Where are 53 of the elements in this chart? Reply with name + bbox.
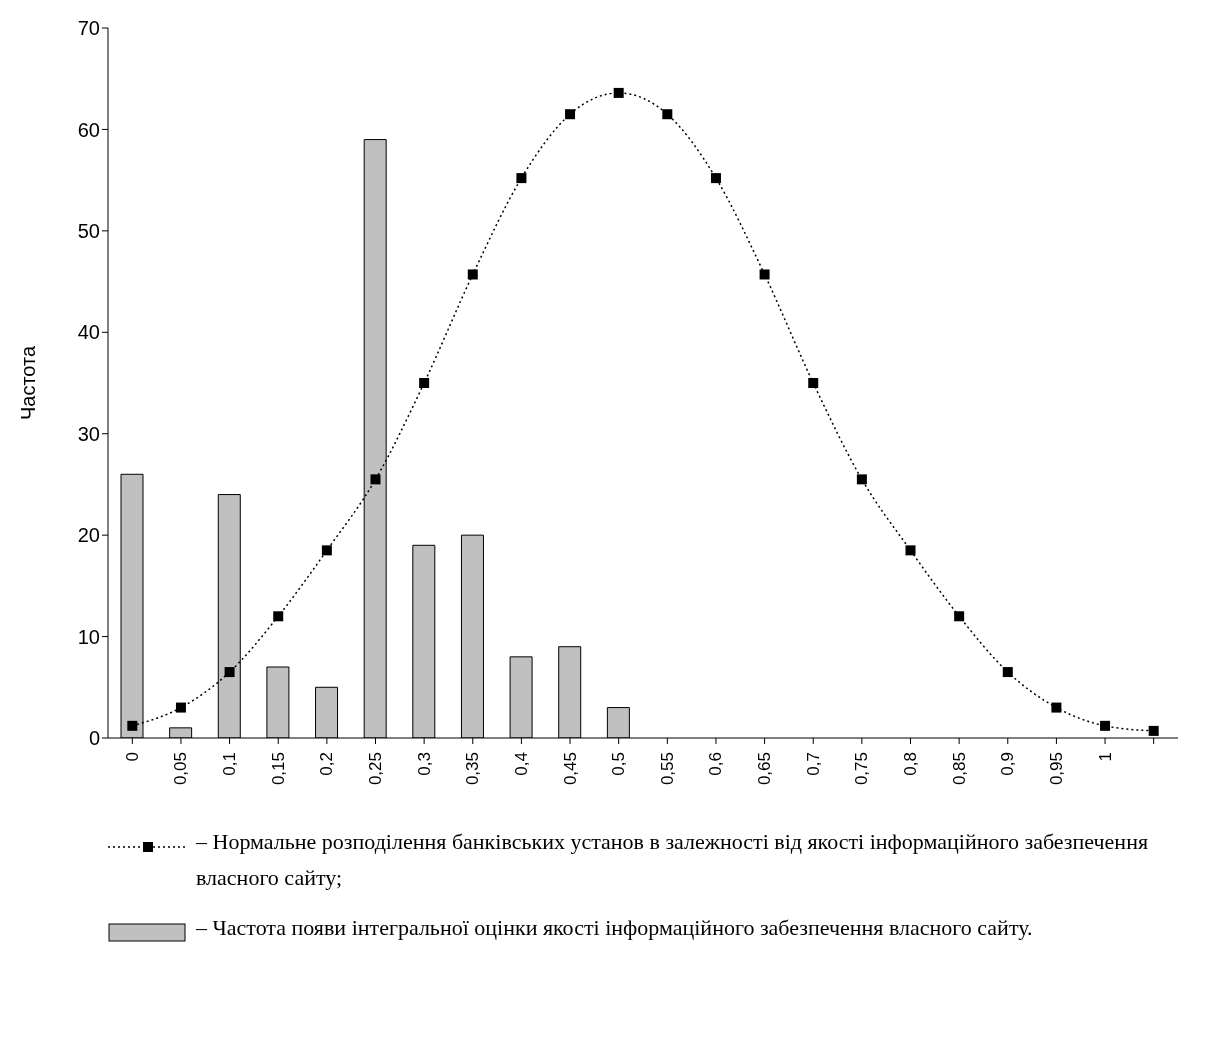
point [662, 109, 673, 120]
x-tick-label: 0,65 [755, 752, 775, 786]
x-tick-label: 0,9 [998, 752, 1018, 776]
point [370, 474, 381, 485]
x-tick-label: 0,75 [852, 752, 872, 786]
point [1051, 702, 1062, 713]
x-tick-label: 0,85 [949, 752, 969, 786]
x-tick-label: 0,7 [803, 752, 823, 776]
y-tick-label: 70 [77, 17, 100, 40]
point [127, 720, 138, 731]
point [1100, 720, 1111, 731]
y-tick-label: 50 [77, 219, 100, 242]
point [954, 611, 965, 622]
y-axis-title: Частота [17, 345, 40, 421]
x-tick-label: 0,2 [317, 752, 337, 776]
point [321, 545, 332, 556]
y-tick-label: 30 [77, 422, 100, 445]
x-tick-label: 0 [122, 752, 142, 762]
legend-label: – Нормальне розподілення банківських установ в залежності від якості інформаційного забезпечення власного сайту; [196, 828, 1150, 892]
x-tick-label: 0,55 [657, 752, 677, 786]
x-tick-label: 0,4 [511, 752, 531, 776]
point [224, 667, 235, 678]
y-tick-label: 20 [77, 524, 100, 547]
x-tick-label: 0,95 [1046, 752, 1066, 786]
point [808, 378, 819, 388]
point [759, 269, 770, 280]
y-tick-label: 60 [77, 118, 100, 141]
point [613, 87, 624, 98]
point [1002, 667, 1013, 678]
x-tick-label: 0,15 [268, 752, 288, 786]
x-tick-label: 0,05 [171, 752, 191, 786]
point [1148, 725, 1159, 736]
point [467, 269, 478, 280]
x-tick-label: 0,25 [366, 752, 385, 786]
point [419, 378, 430, 388]
y-tick-label: 10 [77, 625, 100, 648]
point [273, 611, 284, 622]
point [516, 173, 527, 184]
x-tick-label: 0,3 [414, 752, 434, 776]
x-tick-label: 0,45 [560, 752, 580, 786]
point [175, 702, 186, 713]
x-tick-label: 0,35 [463, 752, 483, 786]
point [565, 109, 576, 120]
x-tick-label: 0,5 [609, 752, 629, 776]
point [710, 173, 721, 184]
x-tick-label: 0,1 [220, 752, 240, 776]
legend-label: – Частота появи інтегральної оцінки якості інформаційного забезпечення власного сайту. [196, 914, 1033, 942]
y-tick-label: 40 [77, 321, 100, 344]
x-tick-label: 0,8 [901, 752, 920, 776]
x-tick-label: 0,6 [706, 752, 726, 776]
x-tick-label: 1 [1095, 752, 1115, 762]
point [905, 545, 916, 556]
point [856, 474, 867, 485]
